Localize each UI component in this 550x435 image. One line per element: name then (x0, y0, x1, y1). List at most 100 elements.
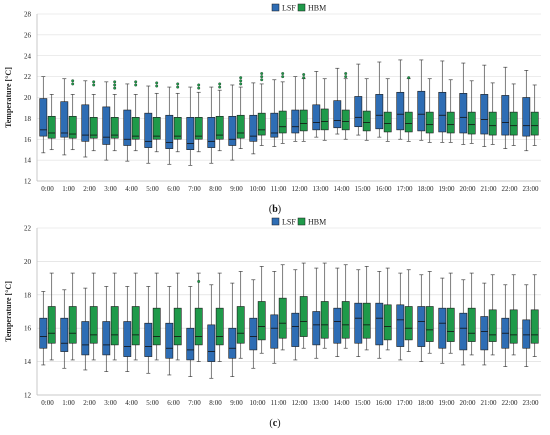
caption-letter: c (273, 418, 278, 429)
outlier-point (113, 86, 117, 90)
box-hbm (341, 109, 350, 131)
box-lsf (354, 302, 363, 344)
x-tick-label: 22:00 (502, 185, 518, 193)
outlier-point (113, 80, 117, 84)
box-hbm (467, 111, 476, 135)
box-lsf (123, 109, 132, 146)
chart-panel-b: 12 14 16 18 20 22 24 26 28 Temperature [°C] 0:00 1:… (4, 3, 541, 215)
legend-swatch-lsf (271, 217, 280, 226)
box-hbm (362, 110, 371, 132)
box-lsf (396, 91, 405, 131)
box-lsf (291, 109, 300, 134)
x-tick-label: 12:00 (292, 399, 308, 407)
outlier-point (218, 85, 222, 89)
box-lsf (39, 98, 48, 137)
outlier-point (281, 72, 285, 75)
outlier-point (71, 82, 75, 86)
box-lsf (186, 117, 195, 150)
y-tick-label: 24 (24, 52, 32, 60)
x-tick-label: 19:00 (439, 185, 455, 193)
y-tick-label: 14 (24, 358, 32, 366)
box-hbm (110, 306, 119, 346)
box-hbm (68, 306, 77, 344)
legend-swatch-hbm (297, 3, 306, 12)
box-lsf (522, 97, 531, 137)
outlier-point (176, 85, 180, 89)
x-tick-label: 0:00 (41, 185, 54, 193)
box-lsf (60, 101, 69, 138)
y-tick-label: 20 (24, 94, 32, 102)
x-tick-label: 11:00 (271, 185, 287, 193)
box-lsf (60, 317, 69, 352)
box-lsf (102, 106, 111, 145)
box-lsf (144, 112, 153, 148)
box-hbm (89, 306, 98, 344)
box-hbm (299, 296, 308, 337)
box-hbm (299, 109, 308, 132)
box-hbm (278, 297, 287, 339)
x-tick-label: 2:00 (83, 185, 96, 193)
box-hbm (320, 301, 329, 339)
x-tick-label: 12:00 (292, 185, 308, 193)
box-lsf (270, 314, 279, 349)
y-tick-label: 16 (24, 136, 32, 144)
legend-label-hbm: HBM (308, 4, 326, 13)
y-tick-label: 12 (24, 392, 32, 400)
outlier-point (302, 76, 306, 80)
y-tick-label: 14 (24, 157, 32, 165)
x-tick-label: 10:00 (250, 185, 266, 193)
outlier-point (155, 84, 159, 88)
box-hbm (404, 111, 413, 133)
caption-open-paren: ( (269, 204, 273, 215)
caption-letter: b (272, 204, 278, 215)
legend-label-hbm: HBM (308, 218, 326, 227)
box-hbm (278, 110, 287, 134)
box-hbm (215, 115, 224, 140)
box-hbm (446, 111, 455, 134)
x-tick-label: 17:00 (397, 185, 413, 193)
x-tick-label: 20:00 (460, 399, 476, 407)
y-tick-label: 22 (24, 225, 32, 233)
x-tick-label: 16:00 (376, 399, 392, 407)
x-tick-label: 2:00 (83, 399, 96, 407)
box-lsf (249, 114, 258, 142)
box-lsf (312, 104, 321, 131)
x-tick-label: 4:00 (125, 185, 138, 193)
box-lsf (291, 312, 300, 347)
x-tick-label: 5:00 (146, 185, 159, 193)
box-hbm (215, 307, 224, 346)
x-tick-label: 6:00 (167, 399, 180, 407)
box-lsf (501, 95, 510, 136)
outlier-point (302, 73, 306, 76)
box-lsf (207, 324, 216, 362)
x-tick-label: 5:00 (146, 399, 159, 407)
box-hbm (110, 117, 119, 139)
box-lsf (396, 304, 405, 347)
y-tick-label: 20 (24, 258, 32, 266)
box-lsf (522, 319, 531, 349)
box-hbm (194, 117, 203, 140)
x-tick-label: 17:00 (397, 399, 413, 407)
outlier-point (134, 80, 138, 84)
box-hbm (467, 307, 476, 342)
x-tick-label: 20:00 (460, 185, 476, 193)
box-hbm (89, 117, 98, 139)
x-tick-label: 13:00 (313, 399, 329, 407)
y-axis-label: Temperature [°C] (4, 67, 13, 128)
outlier-point (239, 79, 243, 83)
box-hbm (425, 111, 434, 134)
box-hbm (530, 309, 539, 344)
x-tick-label: 0:00 (41, 399, 54, 407)
box-lsf (207, 117, 216, 148)
box-hbm (152, 117, 161, 140)
box-lsf (312, 311, 321, 346)
x-tick-label: 15:00 (355, 185, 371, 193)
chart-panel-c: 12 14 16 18 20 22 Temperature [°C] 0:00 1:00 2:00… (4, 217, 541, 429)
x-tick-label: 9:00 (230, 399, 243, 407)
box-lsf (249, 317, 258, 351)
box-lsf (144, 322, 153, 357)
y-tick-label: 26 (24, 31, 32, 39)
box-lsf (81, 104, 90, 142)
x-tick-label: 18:00 (418, 399, 434, 407)
outlier-point (197, 86, 201, 90)
